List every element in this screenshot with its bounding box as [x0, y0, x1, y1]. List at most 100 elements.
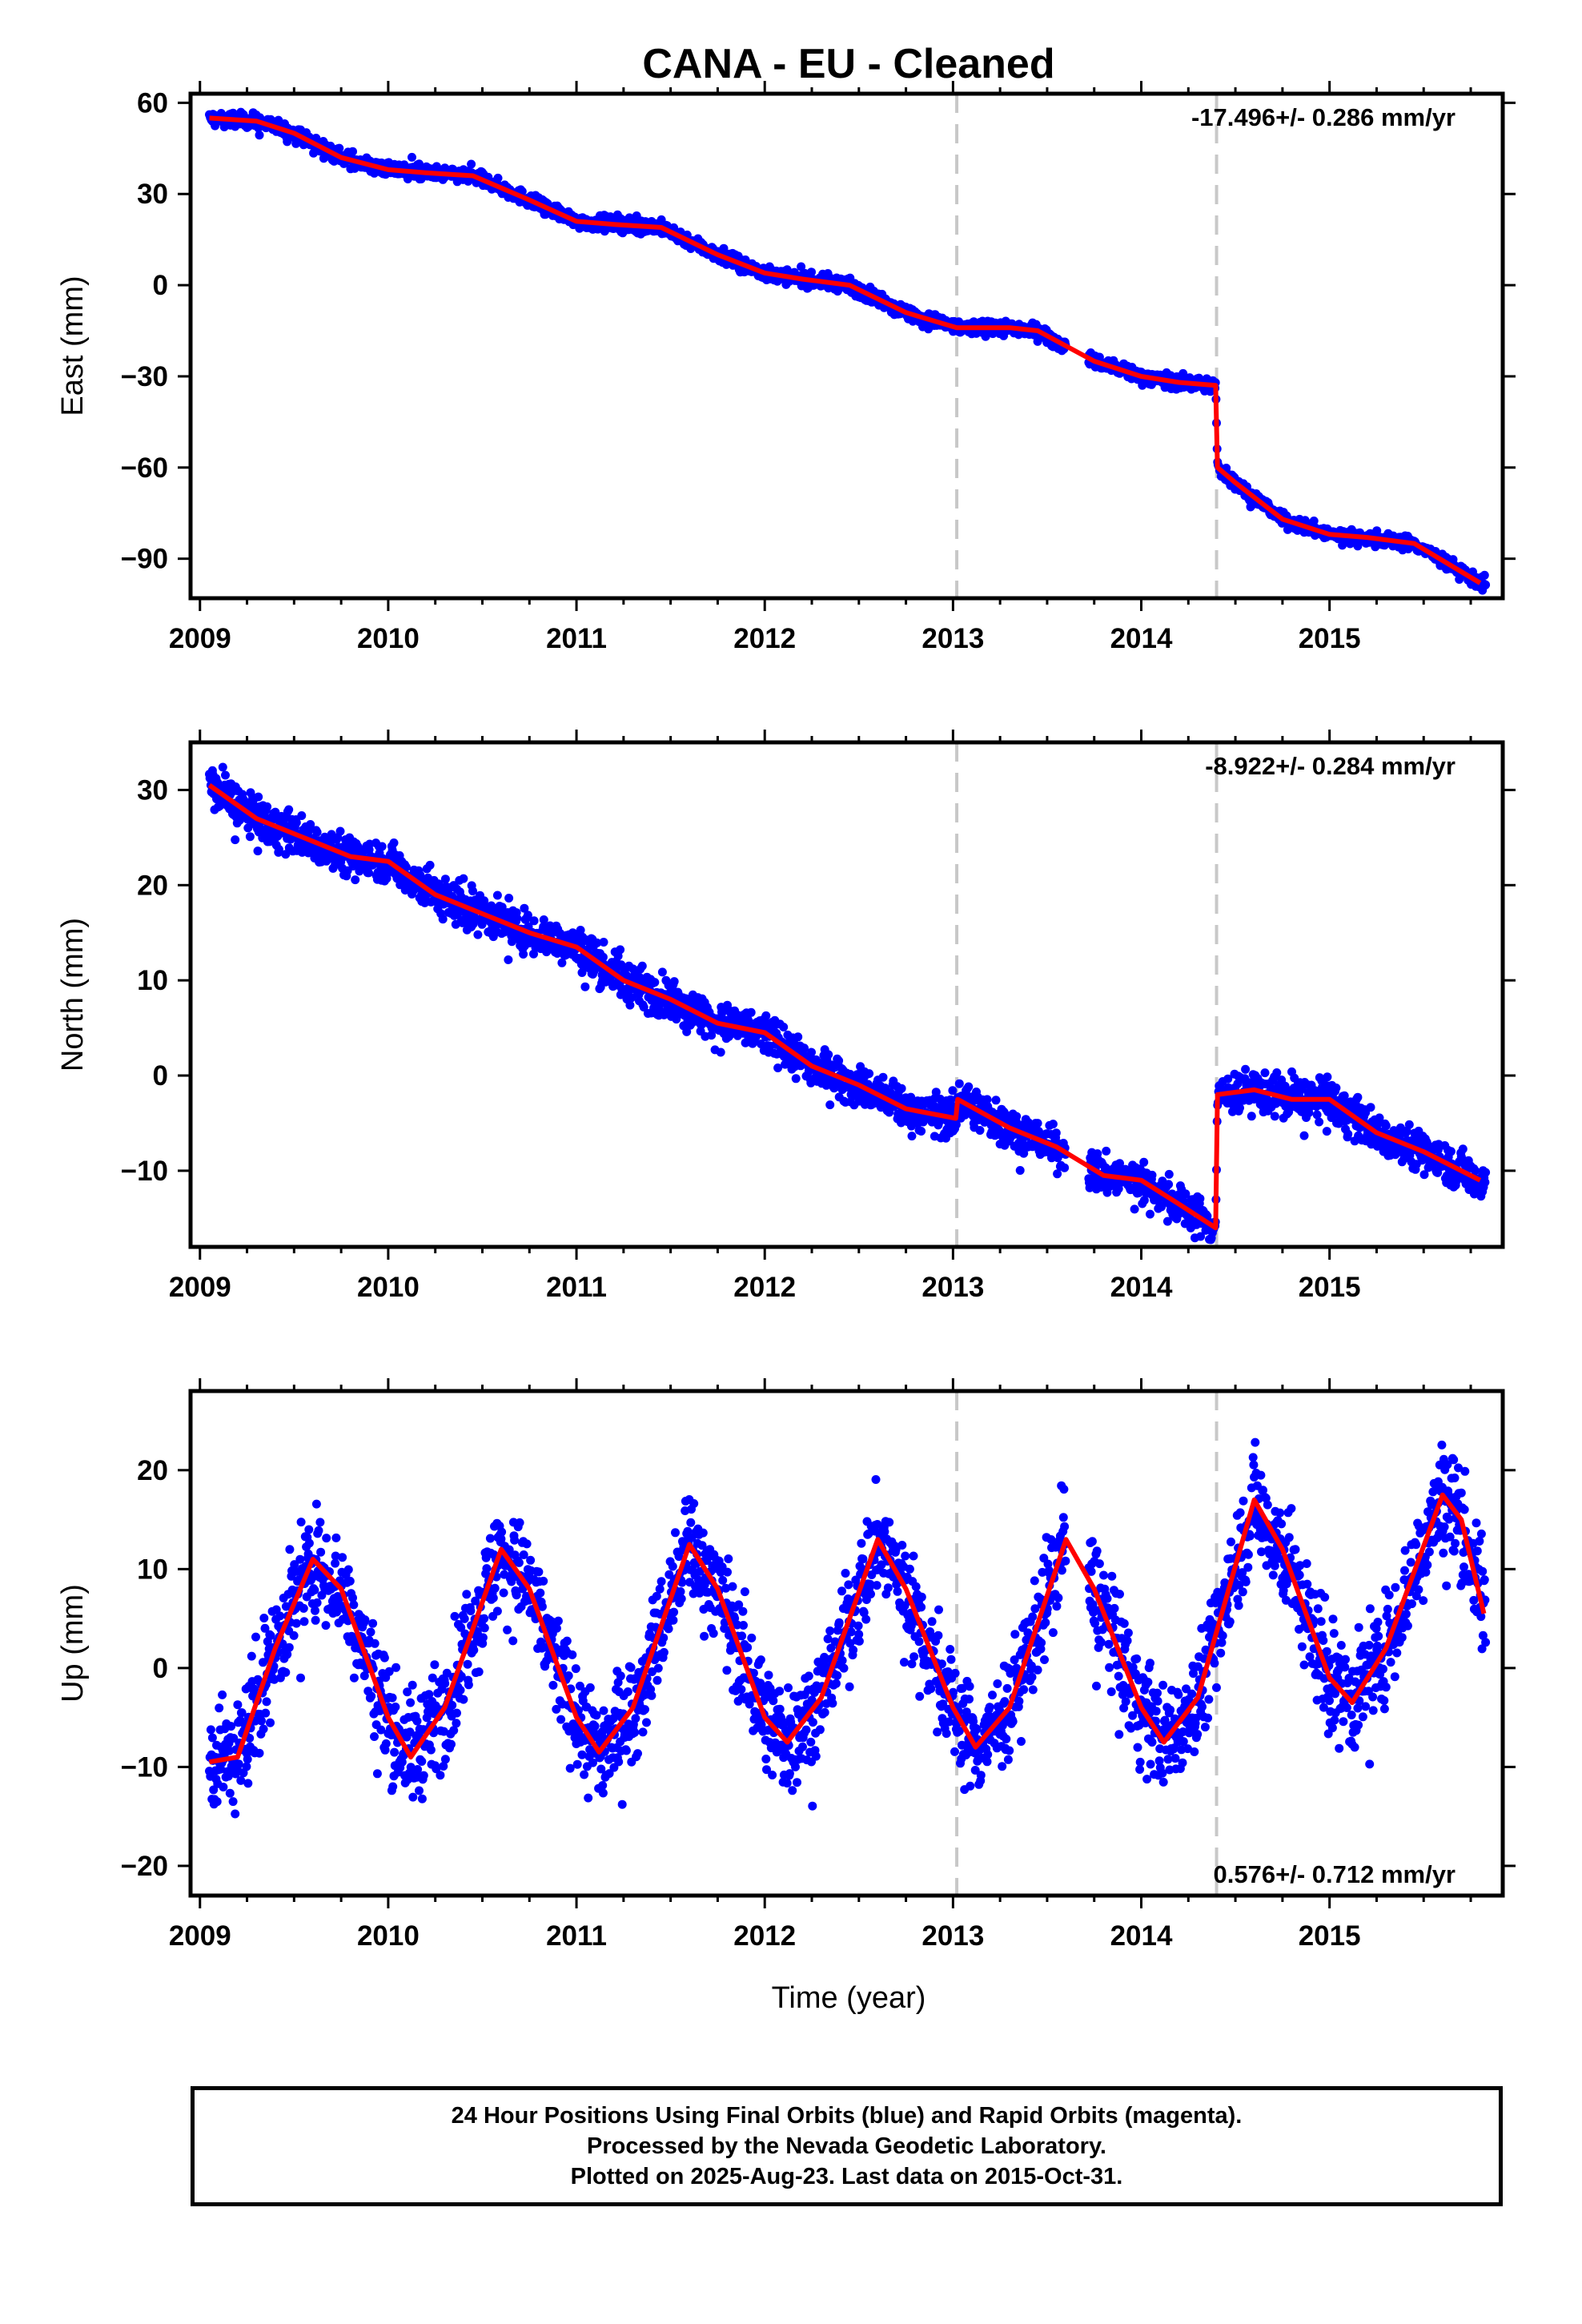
chart-title: CANA - EU - Cleaned: [642, 41, 1054, 87]
data-point: [807, 1047, 816, 1057]
data-point: [907, 1132, 917, 1141]
data-point: [1309, 517, 1319, 525]
model-curve: [207, 783, 1482, 1231]
data-point: [975, 1126, 985, 1135]
panels-group: 2009 2010 2011 2012 2013 2014 201560300−30−60−…: [56, 81, 1516, 1952]
data-point: [1146, 1209, 1154, 1219]
data-point: [773, 1063, 783, 1072]
data-point: [1471, 1166, 1480, 1176]
data-point: [297, 811, 307, 820]
data-point: [253, 846, 263, 856]
y-tick-label: −90: [121, 544, 168, 575]
data-point: [657, 967, 667, 977]
data-point: [1195, 1194, 1205, 1204]
data-point: [1260, 1068, 1270, 1078]
data-point: [793, 1032, 803, 1042]
data-point: [1147, 1170, 1157, 1180]
x-tick-label: 2010: [357, 623, 420, 654]
data-point: [468, 887, 477, 896]
data-point: [335, 143, 344, 153]
data-point: [1164, 1180, 1174, 1189]
data-point: [512, 914, 522, 923]
data-point: [592, 938, 602, 947]
data-point: [779, 1023, 789, 1031]
data-point: [599, 938, 608, 947]
model-curve: [209, 115, 1482, 585]
data-point: [1480, 570, 1489, 580]
data-point: [761, 1011, 771, 1020]
data-point: [351, 875, 360, 885]
data-point: [271, 807, 280, 817]
data-point: [504, 894, 514, 903]
data-point: [1139, 1196, 1149, 1205]
data-point: [364, 868, 373, 878]
data-point: [529, 916, 539, 926]
data-point: [1247, 1112, 1256, 1121]
data-point: [1235, 1104, 1244, 1112]
data-point: [1366, 1103, 1375, 1112]
data-point: [1315, 1117, 1324, 1127]
data-point: [825, 1100, 835, 1110]
data-point: [598, 952, 608, 962]
data-point: [807, 267, 816, 277]
x-tick-label: 2014: [1110, 623, 1173, 654]
data-point: [627, 993, 636, 1003]
data-point: [335, 826, 345, 836]
data-point: [1012, 1112, 1022, 1121]
data-point: [1181, 1189, 1191, 1199]
data-point: [348, 147, 357, 156]
data-point: [1323, 1072, 1332, 1082]
data-point: [878, 1072, 888, 1082]
data-point: [834, 1056, 844, 1065]
data-point: [245, 832, 255, 842]
data-point: [800, 1043, 809, 1053]
data-point: [897, 1084, 906, 1093]
y-tick-label: −30: [121, 361, 168, 392]
data-point: [1033, 1119, 1042, 1128]
data-point: [1481, 1168, 1491, 1177]
data-point: [440, 875, 450, 884]
data-point: [438, 915, 448, 924]
data-point: [824, 1050, 833, 1059]
data-point: [917, 1127, 926, 1136]
data-point: [682, 1027, 692, 1036]
data-point: [480, 896, 489, 906]
data-point: [1139, 1157, 1149, 1167]
data-point: [1446, 1147, 1456, 1156]
data-point: [523, 911, 532, 920]
data-point: [982, 1095, 992, 1104]
y-tick-label: −60: [121, 452, 168, 484]
data-point: [1353, 1092, 1363, 1102]
data-point: [931, 1088, 941, 1097]
y-axis-label: East (mm): [56, 275, 90, 416]
data-point: [791, 1074, 801, 1084]
data-point: [274, 845, 283, 854]
data-point: [401, 862, 411, 872]
plot-frame: [188, 91, 1505, 601]
data-point: [1481, 580, 1491, 589]
data-point: [650, 978, 660, 987]
data-point: [1331, 1084, 1341, 1092]
data-point: [1130, 1204, 1139, 1214]
data-point: [756, 1039, 765, 1048]
data-point: [707, 1031, 717, 1040]
data-point: [954, 1079, 964, 1088]
x-tick-label: 2012: [733, 623, 796, 654]
data-point: [1458, 1144, 1468, 1154]
data-point: [312, 827, 322, 837]
data-point: [716, 1047, 725, 1057]
data-point: [1343, 1129, 1353, 1139]
data-point: [467, 159, 476, 169]
data-point: [520, 903, 529, 913]
rate-label: -17.496+/- 0.286 mm/yr: [1191, 103, 1456, 131]
data-point: [964, 1082, 974, 1092]
data-point: [669, 977, 679, 987]
data-point: [1223, 1074, 1233, 1084]
data-point: [504, 955, 513, 964]
x-tick-label: 2015: [1299, 623, 1361, 654]
data-point: [254, 792, 263, 802]
data-point: [1312, 1110, 1322, 1120]
data-point: [948, 1086, 958, 1096]
data-point: [1270, 1112, 1279, 1121]
data-point: [389, 838, 399, 847]
